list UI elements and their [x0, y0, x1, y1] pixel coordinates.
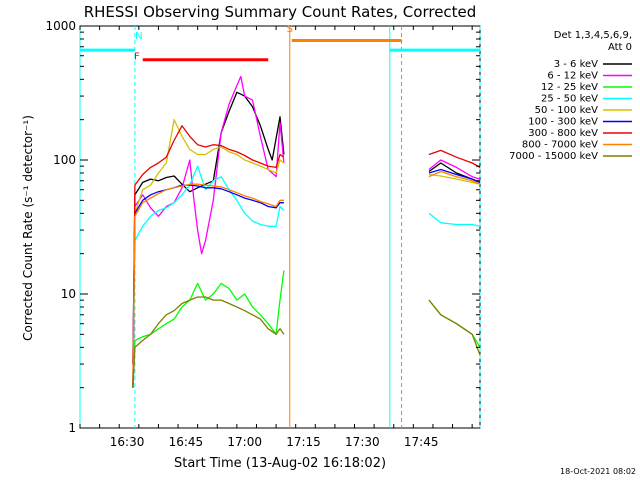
- legend-label-6: 300 - 800 keV: [528, 128, 598, 139]
- y-tick-label-0: 1: [68, 421, 76, 435]
- y-tick-label-2: 100: [53, 153, 76, 167]
- series-line-7-seg-1: [428, 170, 481, 185]
- legend-label-1: 6 - 12 keV: [547, 71, 598, 82]
- annotation-label-0: N: [135, 31, 142, 42]
- series-line-2-seg-0: [132, 270, 285, 388]
- series-line-2-seg-1: [428, 299, 481, 348]
- series-line-4-seg-1: [428, 173, 481, 185]
- timestamp: 18-Oct-2021 08:02: [560, 467, 636, 476]
- series-line-4-seg-0: [132, 119, 285, 388]
- series-line-1-seg-1: [428, 159, 481, 180]
- annotation-label-2: S: [287, 24, 293, 35]
- legend-label-8: 7000 - 15000 keV: [509, 151, 598, 162]
- series-line-5-seg-1: [428, 168, 481, 183]
- plot-frame: [79, 25, 481, 429]
- marker-lines: [79, 26, 481, 428]
- x-tick-label-3: 17:15: [286, 435, 321, 449]
- legend-header-1: Att 0: [608, 42, 632, 53]
- series-line-7-seg-0: [132, 183, 284, 388]
- series-line-3-seg-0: [132, 165, 285, 388]
- series-line-8-seg-1: [428, 299, 481, 356]
- series-line-5-seg-0: [132, 184, 284, 388]
- legend-label-3: 25 - 50 keV: [541, 94, 598, 105]
- series-line-3-seg-1: [428, 212, 481, 227]
- x-tick-label-2: 17:00: [227, 435, 262, 449]
- legend-label-5: 100 - 300 keV: [528, 117, 598, 128]
- status-annotations: NF S: [134, 24, 293, 63]
- legend-label-7: 800 - 7000 keV: [522, 140, 598, 151]
- legend-label-0: 3 - 6 keV: [554, 59, 598, 70]
- series-line-6-seg-1: [428, 149, 481, 168]
- series-line-6-seg-0: [132, 125, 285, 388]
- x-tick-label-0: 16:30: [110, 435, 145, 449]
- y-axis-label: Corrected Count Rate (s⁻¹ detector⁻¹): [21, 115, 35, 341]
- chart-title: RHESSI Observing Summary Count Rates, Co…: [84, 3, 477, 21]
- y-tick-label-1: 10: [61, 287, 76, 301]
- x-tick-label-4: 17:30: [345, 435, 380, 449]
- y-axis: 1 10 100 1000: [45, 19, 480, 435]
- x-tick-label-5: 17:45: [404, 435, 439, 449]
- annotation-label-1: F: [134, 52, 140, 63]
- legend-label-2: 12 - 25 keV: [541, 82, 598, 93]
- x-axis: 16:30 16:45 17:00 17:15 17:30 17:45: [79, 26, 473, 449]
- legend-header-0: Det 1,3,4,5,6,9,: [554, 30, 632, 41]
- series-lines: [132, 75, 481, 388]
- series-line-8-seg-0: [132, 296, 285, 388]
- x-axis-label: Start Time (13-Aug-02 16:18:02): [174, 456, 386, 471]
- legend-label-4: 50 - 100 keV: [535, 105, 599, 116]
- x-tick-label-1: 16:45: [169, 435, 204, 449]
- status-bars: [80, 38, 480, 62]
- series-line-1-seg-0: [132, 75, 285, 365]
- y-tick-label-3: 1000: [45, 19, 76, 33]
